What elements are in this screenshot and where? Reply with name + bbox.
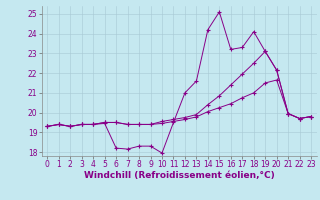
X-axis label: Windchill (Refroidissement éolien,°C): Windchill (Refroidissement éolien,°C) bbox=[84, 171, 275, 180]
